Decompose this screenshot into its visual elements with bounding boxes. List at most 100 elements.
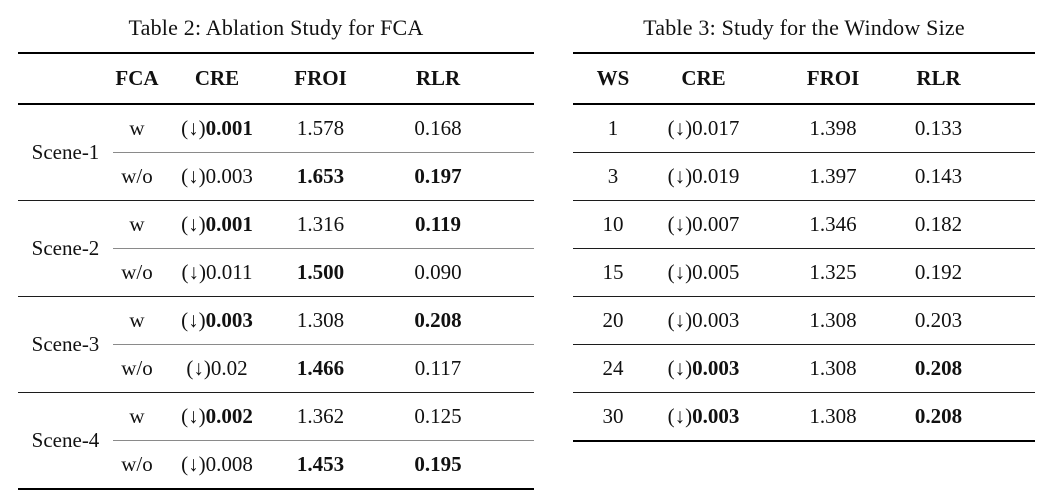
down-arrow-icon: (↓) [181,452,206,476]
table-row: w/o (↓)0.003 1.653 0.197 [113,152,534,200]
froi-cell: 1.346 [809,212,857,236]
cre-value: 0.019 [692,164,740,188]
rlr-cell: 0.125 [414,404,462,428]
table2-header-fca: FCA [115,66,159,90]
cre-cell: (↓)0.002 [161,404,273,429]
table-row: 1 (↓)0.017 1.398 0.133 [573,105,1035,152]
cre-cell: (↓)0.001 [161,116,273,141]
cre-value: 0.011 [206,260,253,284]
table2-header-row: FCA CRE FROI RLR [18,54,534,105]
cre-cell: (↓)0.011 [161,260,273,285]
table-row: w (↓)0.001 1.578 0.168 [113,105,534,152]
froi-cell: 1.500 [296,260,345,284]
cre-value: 0.02 [210,356,248,380]
froi-cell: 1.308 [296,308,345,332]
table2-body: FCA CRE FROI RLR Scene-1 w (↓)0.001 1.57… [18,52,534,490]
cre-cell: (↓)0.003 [653,404,768,429]
down-arrow-icon: (↓) [181,308,206,332]
cre-value: 0.001 [205,212,253,236]
down-arrow-icon: (↓) [667,212,693,236]
down-arrow-icon: (↓) [667,308,693,332]
cre-cell: (↓)0.019 [653,164,768,189]
scene-label: Scene-4 [31,428,100,452]
froi-cell: 1.308 [809,308,857,332]
table3-header-ws: WS [596,66,630,90]
cre-value: 0.003 [692,404,740,428]
table2-scene1-group: Scene-1 w (↓)0.001 1.578 0.168 w/o (↓)0.… [18,105,534,200]
rlr-cell: 0.117 [414,356,462,380]
cre-cell: (↓)0.003 [653,356,768,381]
ws-cell: 1 [607,116,619,140]
fca-cell: w [129,308,145,332]
fca-cell: w/o [121,260,153,284]
table-row: w (↓)0.003 1.308 0.208 [113,297,534,344]
froi-cell: 1.316 [296,212,345,236]
table2-header-froi: FROI [294,66,347,90]
fca-cell: w/o [121,356,153,380]
table-row: w/o (↓)0.008 1.453 0.195 [113,440,534,488]
down-arrow-icon: (↓) [667,116,693,140]
table2-scene3-group: Scene-3 w (↓)0.003 1.308 0.208 w/o (↓)0.… [18,296,534,392]
ws-cell: 15 [602,260,624,284]
rlr-cell: 0.208 [914,404,963,428]
rlr-cell: 0.208 [914,356,963,380]
table-row: 3 (↓)0.019 1.397 0.143 [573,152,1035,200]
table2-scene4-group: Scene-4 w (↓)0.002 1.362 0.125 w/o (↓)0.… [18,392,534,488]
rlr-cell: 0.133 [914,116,963,140]
cre-value: 0.008 [205,452,253,476]
table-row: 20 (↓)0.003 1.308 0.203 [573,296,1035,344]
cre-cell: (↓)0.007 [653,212,768,237]
table2-ablation-study: Table 2: Ablation Study for FCA FCA CRE … [18,4,534,490]
froi-cell: 1.466 [296,356,345,380]
ws-cell: 20 [602,308,624,332]
cre-value: 0.005 [692,260,740,284]
cre-value: 0.003 [692,356,740,380]
down-arrow-icon: (↓) [181,116,206,140]
rlr-cell: 0.195 [414,452,462,476]
rlr-cell: 0.197 [414,164,462,188]
froi-cell: 1.397 [809,164,857,188]
down-arrow-icon: (↓) [181,164,206,188]
rlr-cell: 0.119 [414,212,462,236]
cre-value: 0.003 [205,164,253,188]
rlr-cell: 0.090 [414,260,462,284]
down-arrow-icon: (↓) [186,356,211,380]
table3-header-row: WS CRE FROI RLR [573,54,1035,105]
cre-cell: (↓)0.017 [653,116,768,141]
down-arrow-icon: (↓) [181,212,206,236]
down-arrow-icon: (↓) [667,356,693,380]
cre-cell: (↓)0.001 [161,212,273,237]
table2-header-cre: CRE [194,66,240,90]
table3-caption: Table 3: Study for the Window Size [643,15,965,40]
table-row: w (↓)0.002 1.362 0.125 [113,393,534,440]
cre-value: 0.017 [692,116,740,140]
table-row: 10 (↓)0.007 1.346 0.182 [573,200,1035,248]
cre-cell: (↓)0.02 [161,356,273,381]
cre-cell: (↓)0.003 [653,308,768,333]
froi-cell: 1.308 [809,356,857,380]
table-row: w/o (↓)0.02 1.466 0.117 [113,344,534,392]
cre-value: 0.003 [205,308,253,332]
table3-body: WS CRE FROI RLR 1 (↓)0.017 1.398 0.133 3… [573,52,1035,442]
cre-cell: (↓)0.005 [653,260,768,285]
ws-cell: 30 [602,404,624,428]
froi-cell: 1.362 [296,404,345,428]
rlr-cell: 0.192 [914,260,963,284]
cre-cell: (↓)0.003 [161,308,273,333]
table-row: 30 (↓)0.003 1.308 0.208 [573,392,1035,440]
down-arrow-icon: (↓) [667,404,693,428]
fca-cell: w [129,404,145,428]
froi-cell: 1.325 [809,260,857,284]
table-row: w (↓)0.001 1.316 0.119 [113,201,534,248]
ws-cell: 3 [607,164,619,188]
froi-cell: 1.453 [296,452,345,476]
rlr-cell: 0.182 [914,212,963,236]
down-arrow-icon: (↓) [181,404,206,428]
table-row: 15 (↓)0.005 1.325 0.192 [573,248,1035,296]
froi-cell: 1.398 [809,116,857,140]
scene-label: Scene-3 [31,332,100,356]
down-arrow-icon: (↓) [181,260,207,284]
froi-cell: 1.653 [296,164,345,188]
table-row: 24 (↓)0.003 1.308 0.208 [573,344,1035,392]
